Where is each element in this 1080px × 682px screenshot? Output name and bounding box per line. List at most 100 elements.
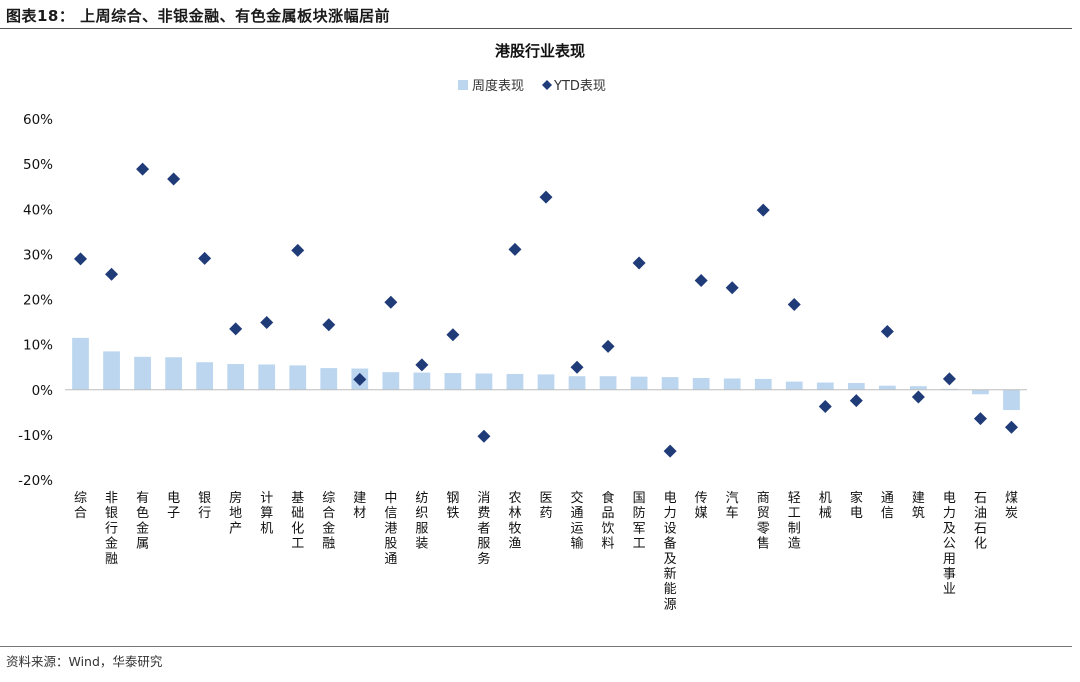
ytd-marker <box>322 318 336 332</box>
x-category-label: 农林牧渔 <box>508 491 521 552</box>
x-category-label: 中信港股通 <box>384 491 397 567</box>
ytd-marker <box>229 322 243 336</box>
ytd-marker <box>198 251 212 265</box>
x-category-label: 国防军工 <box>633 491 646 552</box>
x-category-label: 石油石化 <box>974 491 987 552</box>
weekly-bar <box>785 381 803 390</box>
weekly-bar <box>196 362 214 390</box>
figure-header: 图表18： 上周综合、非银金融、有色金属板块涨幅居前 <box>0 0 1080 28</box>
x-category-label: 家电 <box>850 490 863 521</box>
weekly-bar <box>599 376 617 390</box>
ytd-marker <box>632 256 646 270</box>
ytd-marker <box>105 267 119 281</box>
x-category-label: 消费者服务 <box>477 491 490 567</box>
x-category-label: 基础化工 <box>291 491 304 552</box>
x-category-label: 非银行金融 <box>105 491 118 567</box>
x-category-label: 综合 <box>74 491 87 521</box>
ytd-marker <box>849 394 863 408</box>
y-axis: -20% -10% 0% 10% 20% 30% 40% 50% 60% <box>18 112 53 489</box>
ytd-marker <box>756 203 770 217</box>
y-tick-label: 0% <box>32 383 54 399</box>
x-category-label: 商贸零售 <box>757 491 770 552</box>
weekly-bar <box>630 376 648 390</box>
x-category-label: 钢铁 <box>446 491 459 521</box>
top-rule <box>0 28 1072 29</box>
x-category-label: 交通运输 <box>571 490 584 552</box>
weekly-bar <box>103 351 120 390</box>
ytd-marker <box>477 429 491 443</box>
ytd-marker <box>539 190 553 204</box>
weekly-bar <box>816 382 834 390</box>
ytd-marker <box>880 325 894 339</box>
y-tick-label: 40% <box>23 202 53 218</box>
ytd-marker <box>570 360 584 374</box>
ytd-marker <box>136 162 150 176</box>
legend-label-weekly: 周度表现 <box>472 78 524 94</box>
ytd-marker <box>694 274 708 288</box>
ytd-marker <box>601 339 615 353</box>
y-tick-label: -10% <box>18 428 53 444</box>
ytd-marker <box>787 297 801 311</box>
ytd-marker <box>508 242 522 256</box>
y-tick-label: -20% <box>18 473 53 489</box>
weekly-bar <box>134 356 151 390</box>
x-category-label: 电力设备及新能源 <box>664 491 677 612</box>
weekly-bar <box>165 357 182 390</box>
legend-label-ytd: YTD表现 <box>553 79 606 94</box>
hk-sector-performance-chart: 港股行业表现 周度表现 YTD表现 -20% -10% 0% 10% 20% 30% 40%… <box>18 42 1027 612</box>
weekly-bar <box>972 389 989 395</box>
legend-swatch-ytd <box>542 80 552 90</box>
ytd-marker <box>384 295 398 309</box>
ytd-marker <box>74 252 88 266</box>
weekly-bar <box>910 386 927 390</box>
x-category-label: 食品饮料 <box>602 490 615 552</box>
x-category-label: 银行 <box>198 491 211 521</box>
weekly-bar <box>661 377 679 390</box>
x-category-label: 煤炭 <box>1005 491 1018 521</box>
x-category-label: 机械 <box>819 491 832 521</box>
weekly-bar <box>320 368 338 390</box>
weekly-bar <box>506 373 524 390</box>
weekly-bar <box>568 376 586 390</box>
ytd-marker <box>1004 420 1018 434</box>
weekly-bar <box>444 373 462 390</box>
ytd-marker <box>291 243 305 257</box>
weekly-bar <box>692 378 710 390</box>
weekly-bar <box>289 365 307 390</box>
ytd-markers <box>74 162 1018 458</box>
ytd-marker <box>818 399 832 413</box>
legend: 周度表现 YTD表现 <box>458 78 606 94</box>
ytd-marker <box>663 444 677 458</box>
weekly-bar <box>723 378 741 390</box>
x-category-label: 有色金属 <box>136 491 149 552</box>
x-category-label: 医药 <box>539 491 552 521</box>
weekly-bar <box>847 382 865 390</box>
y-tick-label: 10% <box>23 338 53 354</box>
legend-swatch-weekly <box>458 80 468 90</box>
figure-source: 资料来源：Wind，华泰研究 <box>6 654 163 669</box>
x-category-label: 建筑 <box>912 491 925 521</box>
x-category-label: 电力及公用事业 <box>943 491 956 597</box>
ytd-marker <box>353 372 367 386</box>
weekly-bar <box>878 385 896 390</box>
x-category-label: 汽车 <box>726 491 739 521</box>
weekly-bar <box>475 373 493 390</box>
ytd-marker <box>167 172 181 186</box>
ytd-marker <box>911 390 925 404</box>
x-category-label: 纺织服装 <box>415 491 428 552</box>
ytd-marker <box>725 281 739 295</box>
chart-title: 港股行业表现 <box>495 42 585 60</box>
y-tick-label: 20% <box>23 293 53 309</box>
x-category-label: 建材 <box>353 491 366 521</box>
x-category-label: 通信 <box>881 491 894 521</box>
weekly-bar <box>258 364 276 390</box>
ytd-marker <box>260 316 274 330</box>
x-category-label: 综合金融 <box>322 491 335 552</box>
ytd-marker <box>446 328 460 342</box>
ytd-marker <box>973 412 987 426</box>
ytd-marker <box>942 372 956 386</box>
figure-title: 图表18： 上周综合、非银金融、有色金属板块涨幅居前 <box>6 7 391 25</box>
weekly-bar <box>72 337 89 390</box>
ytd-marker <box>415 358 429 372</box>
y-tick-label: 30% <box>23 247 53 263</box>
